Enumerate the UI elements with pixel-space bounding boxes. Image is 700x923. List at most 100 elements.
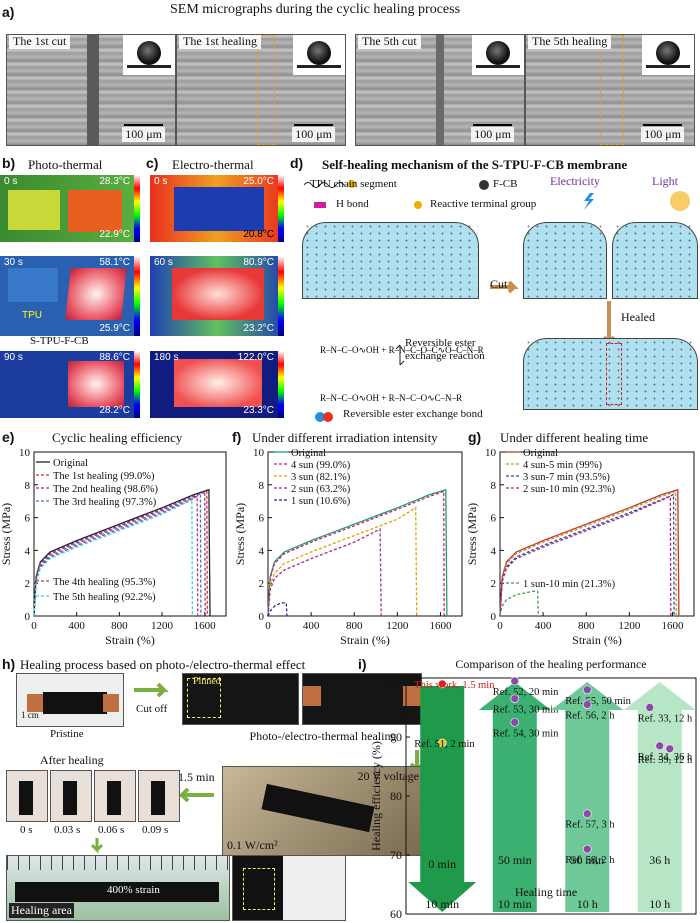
y-axis-label: Stress (MPa) [233,503,247,565]
x-tick-label: 400 [68,620,85,632]
panel-e-label: e) [2,429,15,445]
healing-step-label: Photo-/electro-thermal healing [249,729,397,743]
photo-after-0 [6,770,48,822]
svg-text:R–N–C–O∿OH + R–N–C–O∿C–N–R: R–N–C–O∿OH + R–N–C–O∿C–N–R [320,393,462,403]
cut-label: Cut [490,277,508,291]
terminal-dot-icon [414,201,422,209]
x-tick-label: 800 [346,620,363,632]
healed-label: Healed [621,310,655,324]
y-tick-label: 8 [259,480,265,492]
point-label-2-2: Ref. 57, 3 h [565,820,615,831]
droplet-icon [123,35,175,75]
lightning-icon [584,193,594,210]
series-line-3 [499,495,672,617]
hbond-icon [314,202,326,208]
x-tick-label: 1600 [194,620,217,632]
thermal-image-c-0: 0 s 25.0°C 20.8°C [150,175,284,242]
panel-f-title: Under different irradiation intensity [252,430,438,445]
sem-image-5th-cut: The 5th cut 100 μm [355,34,525,146]
time-3: 0.09 s [142,824,169,836]
y-axis-label: Stress (MPa) [0,503,13,565]
y-tick-label: 6 [491,513,497,525]
y-tick-label: 10 [485,447,497,459]
photo-cut-off: Pinned [182,673,299,725]
thermal-image-c-1: 60 s 80.9°C 23.2°C [150,256,284,336]
point-label-2-0: Ref. 55, 50 min [565,696,631,707]
area-label: Healing area [9,903,74,918]
chart-healing-comparison: Comparison of the healing performance 60 7… [369,657,697,921]
data-point-3-1 [655,741,665,751]
photo-pristine: 1 cm [16,673,124,727]
legend-entry-2: The 2nd healing (98.6%) [53,484,158,495]
y-tick-label: 10 [253,447,265,459]
x-tick-label: 1200 [386,620,409,632]
sem-label: The 1st cut [9,35,71,49]
series-line-0 [267,488,448,617]
electricity-label: Electricity [550,174,600,188]
thermal-image-b-1: 30 s 58.1°C TPU 25.9°C [0,256,140,336]
series-line-5 [33,496,194,617]
fcb-icon [479,180,489,190]
data-point-2-3 [582,844,592,854]
group-bottom-label-0: 10 min [425,897,459,911]
healed-arrow [602,301,616,349]
plot-frame [33,451,227,617]
series-line-1 [499,490,677,617]
x-tick-label: 800 [111,620,128,632]
y-axis-label: Stress (MPa) [465,503,479,565]
scale-bar: 100 μm [292,124,335,142]
cut-arrow [490,280,519,294]
x-tick-label: 400 [535,620,552,632]
point-label-1-0: Ref. 52, 20 min [493,687,559,698]
group-bottom-label-1: 10 min [498,897,532,911]
x-tick-label: 1600 [429,620,452,632]
group-arrow-2 [551,682,624,912]
panel-d-label: d) [290,155,304,171]
x-tick-label: 1600 [661,620,684,632]
legend-chain: TPU chain segment [310,178,397,190]
group-arrow-0 [408,686,477,912]
x-tick-label: 1200 [151,620,174,632]
series-line-2 [499,493,675,617]
y-tick-label: 4 [491,545,497,557]
droplet-icon [472,35,524,75]
legend-entry-2: 3 sun-7 min (93.5%) [523,472,610,483]
ester-bond-icon [315,412,325,422]
legend-terminal: Reactive terminal group [430,198,537,210]
panel-b-title: Photo-thermal [28,157,103,172]
data-point-0-0 [437,679,447,689]
x-axis-label: Strain (%) [105,633,155,647]
chart-healing-time: 0 400 800 1200 1600 0 2 4 6 8 10 Strain (%) Stress (… [465,447,695,647]
y-tick-label: 0 [491,611,497,623]
y-tick-label: 2 [491,578,497,590]
y-tick-label: 60 [390,907,402,921]
series-line-1 [267,490,445,617]
cut-off-label: Cut off [136,703,168,715]
strain-label: 400% strain [107,884,160,896]
membrane-cut-right [612,222,698,299]
x-axis-label: Strain (%) [340,633,390,647]
legend-entry-3: 2 sun (63.2%) [291,484,351,495]
arrow-down-icon-2 [90,838,104,854]
point-label-3-1: Ref. 34, 36 h [638,752,693,763]
legend-entry-2: 3 sun (82.1%) [291,472,351,483]
legend-fcb: F-CB [493,178,518,190]
group-top-label-0: 0 min [428,857,456,871]
data-point-2-0 [582,685,592,695]
chart-i-title: Comparison of the healing performance [455,657,646,671]
data-point-0-1 [437,738,447,748]
y-tick-label: 100 [384,671,402,685]
thermal-image-b-0: 0 s 28.3°C 22.9°C [0,175,140,242]
x-axis-label: Healing time [515,885,577,899]
data-point-2-2 [582,809,592,818]
light-label: Light [652,174,678,188]
scale-label: 1 cm [21,710,39,720]
y-axis-label: Healing efficiency (%) [369,741,383,851]
time-1: 0.03 s [54,824,81,836]
point-label-0-1: Ref. 51, 2 min [414,739,475,750]
plot-frame [499,451,695,617]
panel-h-label: h) [2,656,16,672]
y-tick-label: 8 [25,480,31,492]
point-label-1-2: Ref. 54, 30 min [493,728,559,739]
panel-d-title: Self-healing mechanism of the S-TPU-F-CB… [322,157,628,172]
